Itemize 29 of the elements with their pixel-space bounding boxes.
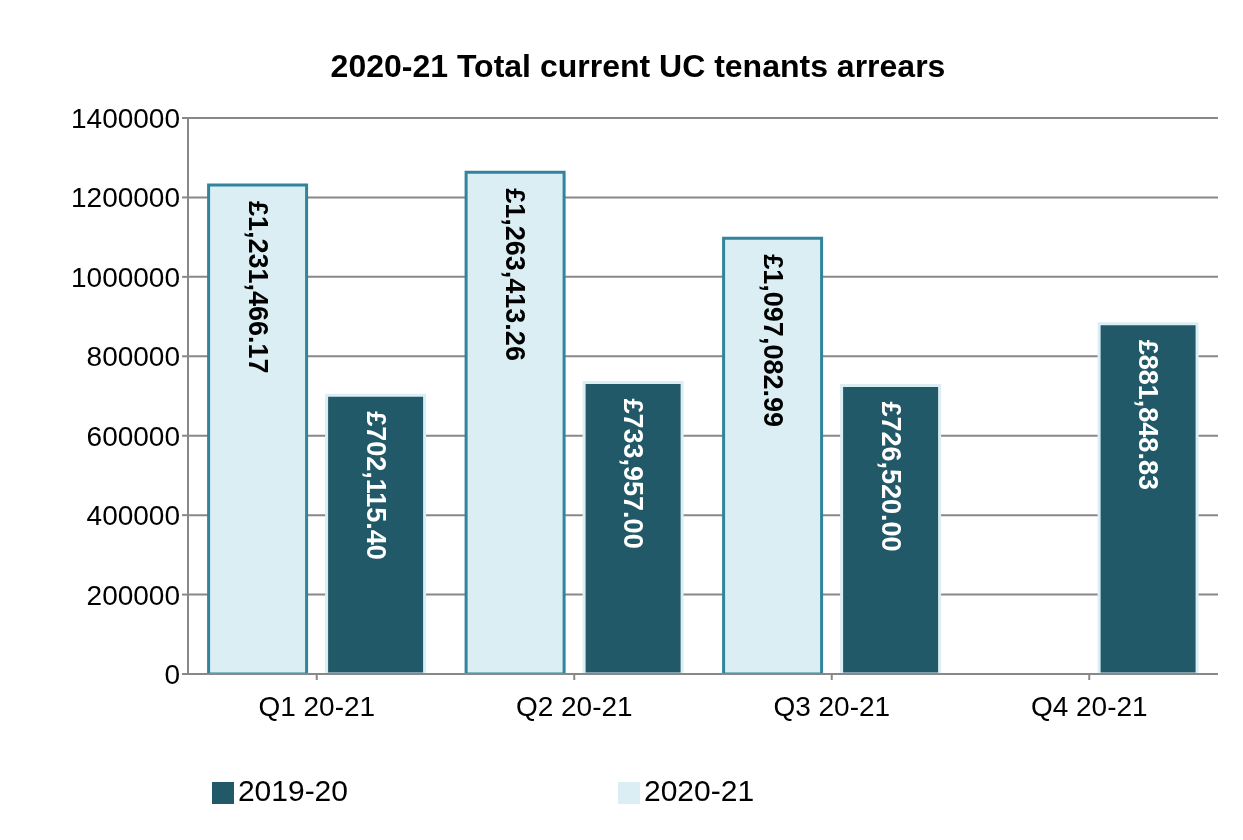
data-label: £1,097,082.99 bbox=[757, 254, 788, 427]
y-tick-label: 1000000 bbox=[70, 261, 180, 293]
y-tick-label: 0 bbox=[164, 658, 180, 690]
y-tick-label: 600000 bbox=[86, 420, 180, 452]
bar bbox=[722, 236, 824, 674]
y-tick-label: 800000 bbox=[86, 341, 180, 373]
x-tick-label: Q1 20-21 bbox=[258, 690, 376, 722]
legend-label: 2020-21 bbox=[644, 774, 755, 807]
x-tick-label: Q2 20-21 bbox=[515, 690, 633, 722]
y-tick-label: 200000 bbox=[86, 579, 180, 611]
data-label: £881,848.83 bbox=[1133, 339, 1164, 490]
x-tick-label: Q4 20-21 bbox=[1030, 690, 1148, 722]
bar bbox=[207, 183, 309, 674]
bar bbox=[582, 381, 684, 674]
bar bbox=[464, 170, 566, 674]
bar bbox=[325, 393, 427, 674]
data-label: £726,520.00 bbox=[875, 401, 906, 552]
data-label: £702,115.40 bbox=[360, 411, 391, 560]
y-tick-label: 1200000 bbox=[70, 182, 180, 214]
bar bbox=[840, 383, 942, 674]
data-label: £733,957.00 bbox=[618, 398, 649, 549]
y-tick-label: 400000 bbox=[86, 500, 180, 532]
chart-title: 2020-21 Total current UC tenants arrears bbox=[329, 47, 947, 86]
data-label: £1,231,466.17 bbox=[242, 200, 273, 374]
bar bbox=[1097, 322, 1199, 674]
data-label: £1,263,413.26 bbox=[500, 188, 531, 361]
y-tick-label: 1400000 bbox=[70, 102, 180, 134]
legend-label: 2019-20 bbox=[237, 774, 348, 807]
x-tick-label: Q3 20-21 bbox=[773, 690, 891, 722]
